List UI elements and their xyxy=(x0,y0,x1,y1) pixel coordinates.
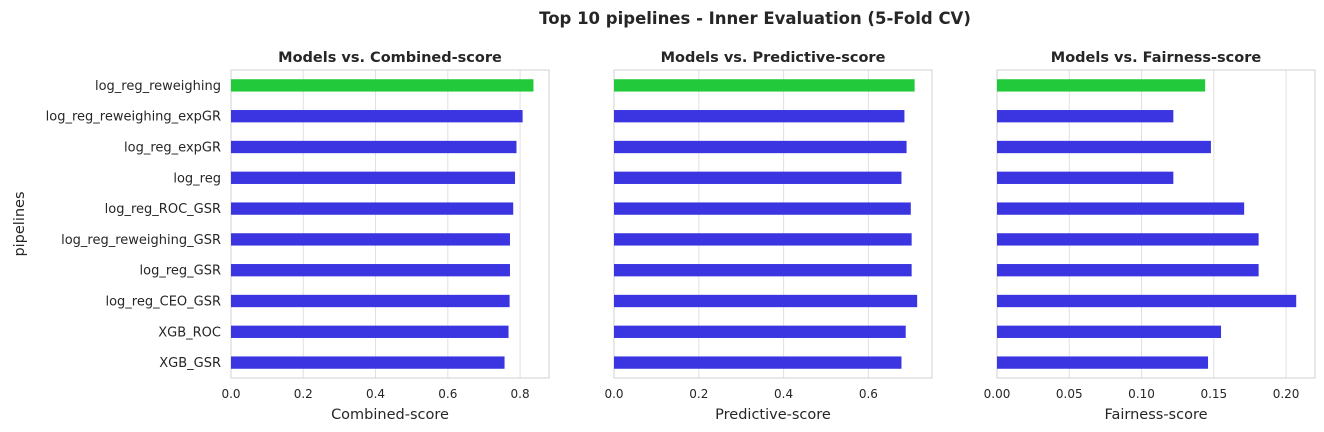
x-tick-label: 0.4 xyxy=(366,387,385,401)
x-axis-label: Combined-score xyxy=(331,407,449,423)
y-tick-label: XGB_ROC xyxy=(158,325,221,340)
y-tick-label: log_reg_ROC_GSR xyxy=(105,202,221,217)
x-tick-label: 0.6 xyxy=(859,387,878,401)
bar-log_reg_reweighing_expGR xyxy=(997,110,1174,123)
bar-log_reg xyxy=(614,171,902,184)
y-tick-label: log_reg_reweighing_expGR xyxy=(46,110,221,125)
bar-log_reg_GSR xyxy=(614,264,912,277)
bar-log_reg_expGR xyxy=(614,140,907,154)
y-tick-label: log_reg_reweighing_GSR xyxy=(61,233,221,248)
bar-log_reg_ROC_GSR xyxy=(614,202,911,215)
bar-log_reg_reweighing xyxy=(231,79,534,92)
x-tick-label: 0.2 xyxy=(294,387,313,401)
x-tick-label: 0.15 xyxy=(1200,387,1227,401)
x-tick-label: 0.4 xyxy=(774,387,793,401)
y-tick-label: log_reg_expGR xyxy=(124,141,221,156)
chart-suptitle: Top 10 pipelines - Inner Evaluation (5-F… xyxy=(539,9,971,28)
bar-XGB_GSR xyxy=(614,356,902,369)
plot-frame xyxy=(613,69,933,379)
panel-title: Models vs. Predictive-score xyxy=(661,50,886,66)
x-tick-label: 0.10 xyxy=(1128,387,1155,401)
y-tick-label: log_reg_reweighing xyxy=(95,79,221,94)
bar-log_reg_ROC_GSR xyxy=(997,202,1245,215)
plot-frame xyxy=(230,69,550,379)
bar-XGB_ROC xyxy=(997,325,1222,338)
x-axis-label: Predictive-score xyxy=(715,407,831,423)
bar-XGB_ROC xyxy=(614,325,906,338)
panel-2: 0.0 0.2 0.4 0.6 Predictive-score Models vs. P… xyxy=(604,50,933,423)
x-tick-label: 0.00 xyxy=(984,387,1011,401)
x-tick-label: 0.8 xyxy=(511,387,530,401)
panel-title: Models vs. Combined-score xyxy=(278,50,502,66)
x-tick-label: 0.0 xyxy=(221,387,240,401)
x-tick-label: 0.0 xyxy=(604,387,623,401)
x-tick-label: 0.2 xyxy=(689,387,708,401)
bar-log_reg_ROC_GSR xyxy=(231,202,514,215)
panel-title: Models vs. Fairness-score xyxy=(1051,50,1262,66)
bar-log_reg_expGR xyxy=(997,140,1211,154)
bar-log_reg xyxy=(997,171,1174,184)
bar-log_reg_CEO_GSR xyxy=(231,294,510,308)
panel-3: 0.00 0.05 0.10 0.15 0.20 Fairness-score Models… xyxy=(984,50,1316,423)
bar-log_reg_reweighing_GSR xyxy=(997,233,1259,246)
bar-log_reg_reweighing_GSR xyxy=(231,233,510,246)
panel-1: 0.0 0.2 0.4 0.6 0.8 Combined-score Models vs. … xyxy=(46,50,550,423)
bar-log_reg_GSR xyxy=(231,264,510,277)
bar-log_reg_reweighing_expGR xyxy=(614,110,905,123)
x-tick-label: 0.20 xyxy=(1273,387,1300,401)
bar-log_reg_reweighing xyxy=(997,79,1206,92)
x-axis-label: Fairness-score xyxy=(1104,407,1207,423)
bar-XGB_GSR xyxy=(231,356,505,369)
panels: 0.0 0.2 0.4 0.6 0.8 Combined-score Models vs. … xyxy=(46,50,1316,423)
y-tick-label: XGB_GSR xyxy=(159,356,221,371)
y-axis-label: pipelines xyxy=(12,191,28,256)
bar-log_reg_CEO_GSR xyxy=(614,294,918,308)
bar-log_reg_reweighing_expGR xyxy=(231,110,523,123)
y-tick-label: log_reg_CEO_GSR xyxy=(105,295,221,310)
x-tick-label: 0.6 xyxy=(438,387,457,401)
bar-log_reg_expGR xyxy=(231,140,517,154)
y-tick-label: log_reg_GSR xyxy=(140,264,222,279)
bar-log_reg_CEO_GSR xyxy=(997,294,1297,308)
bar-log_reg xyxy=(231,171,516,184)
bar-XGB_ROC xyxy=(231,325,509,338)
bar-log_reg_reweighing_GSR xyxy=(614,233,912,246)
plot-frame xyxy=(996,69,1316,379)
x-tick-label: 0.05 xyxy=(1056,387,1083,401)
bar-log_reg_reweighing xyxy=(614,79,915,92)
bar-log_reg_GSR xyxy=(997,264,1259,277)
y-tick-label: log_reg xyxy=(173,171,221,186)
bar-XGB_GSR xyxy=(997,356,1209,369)
